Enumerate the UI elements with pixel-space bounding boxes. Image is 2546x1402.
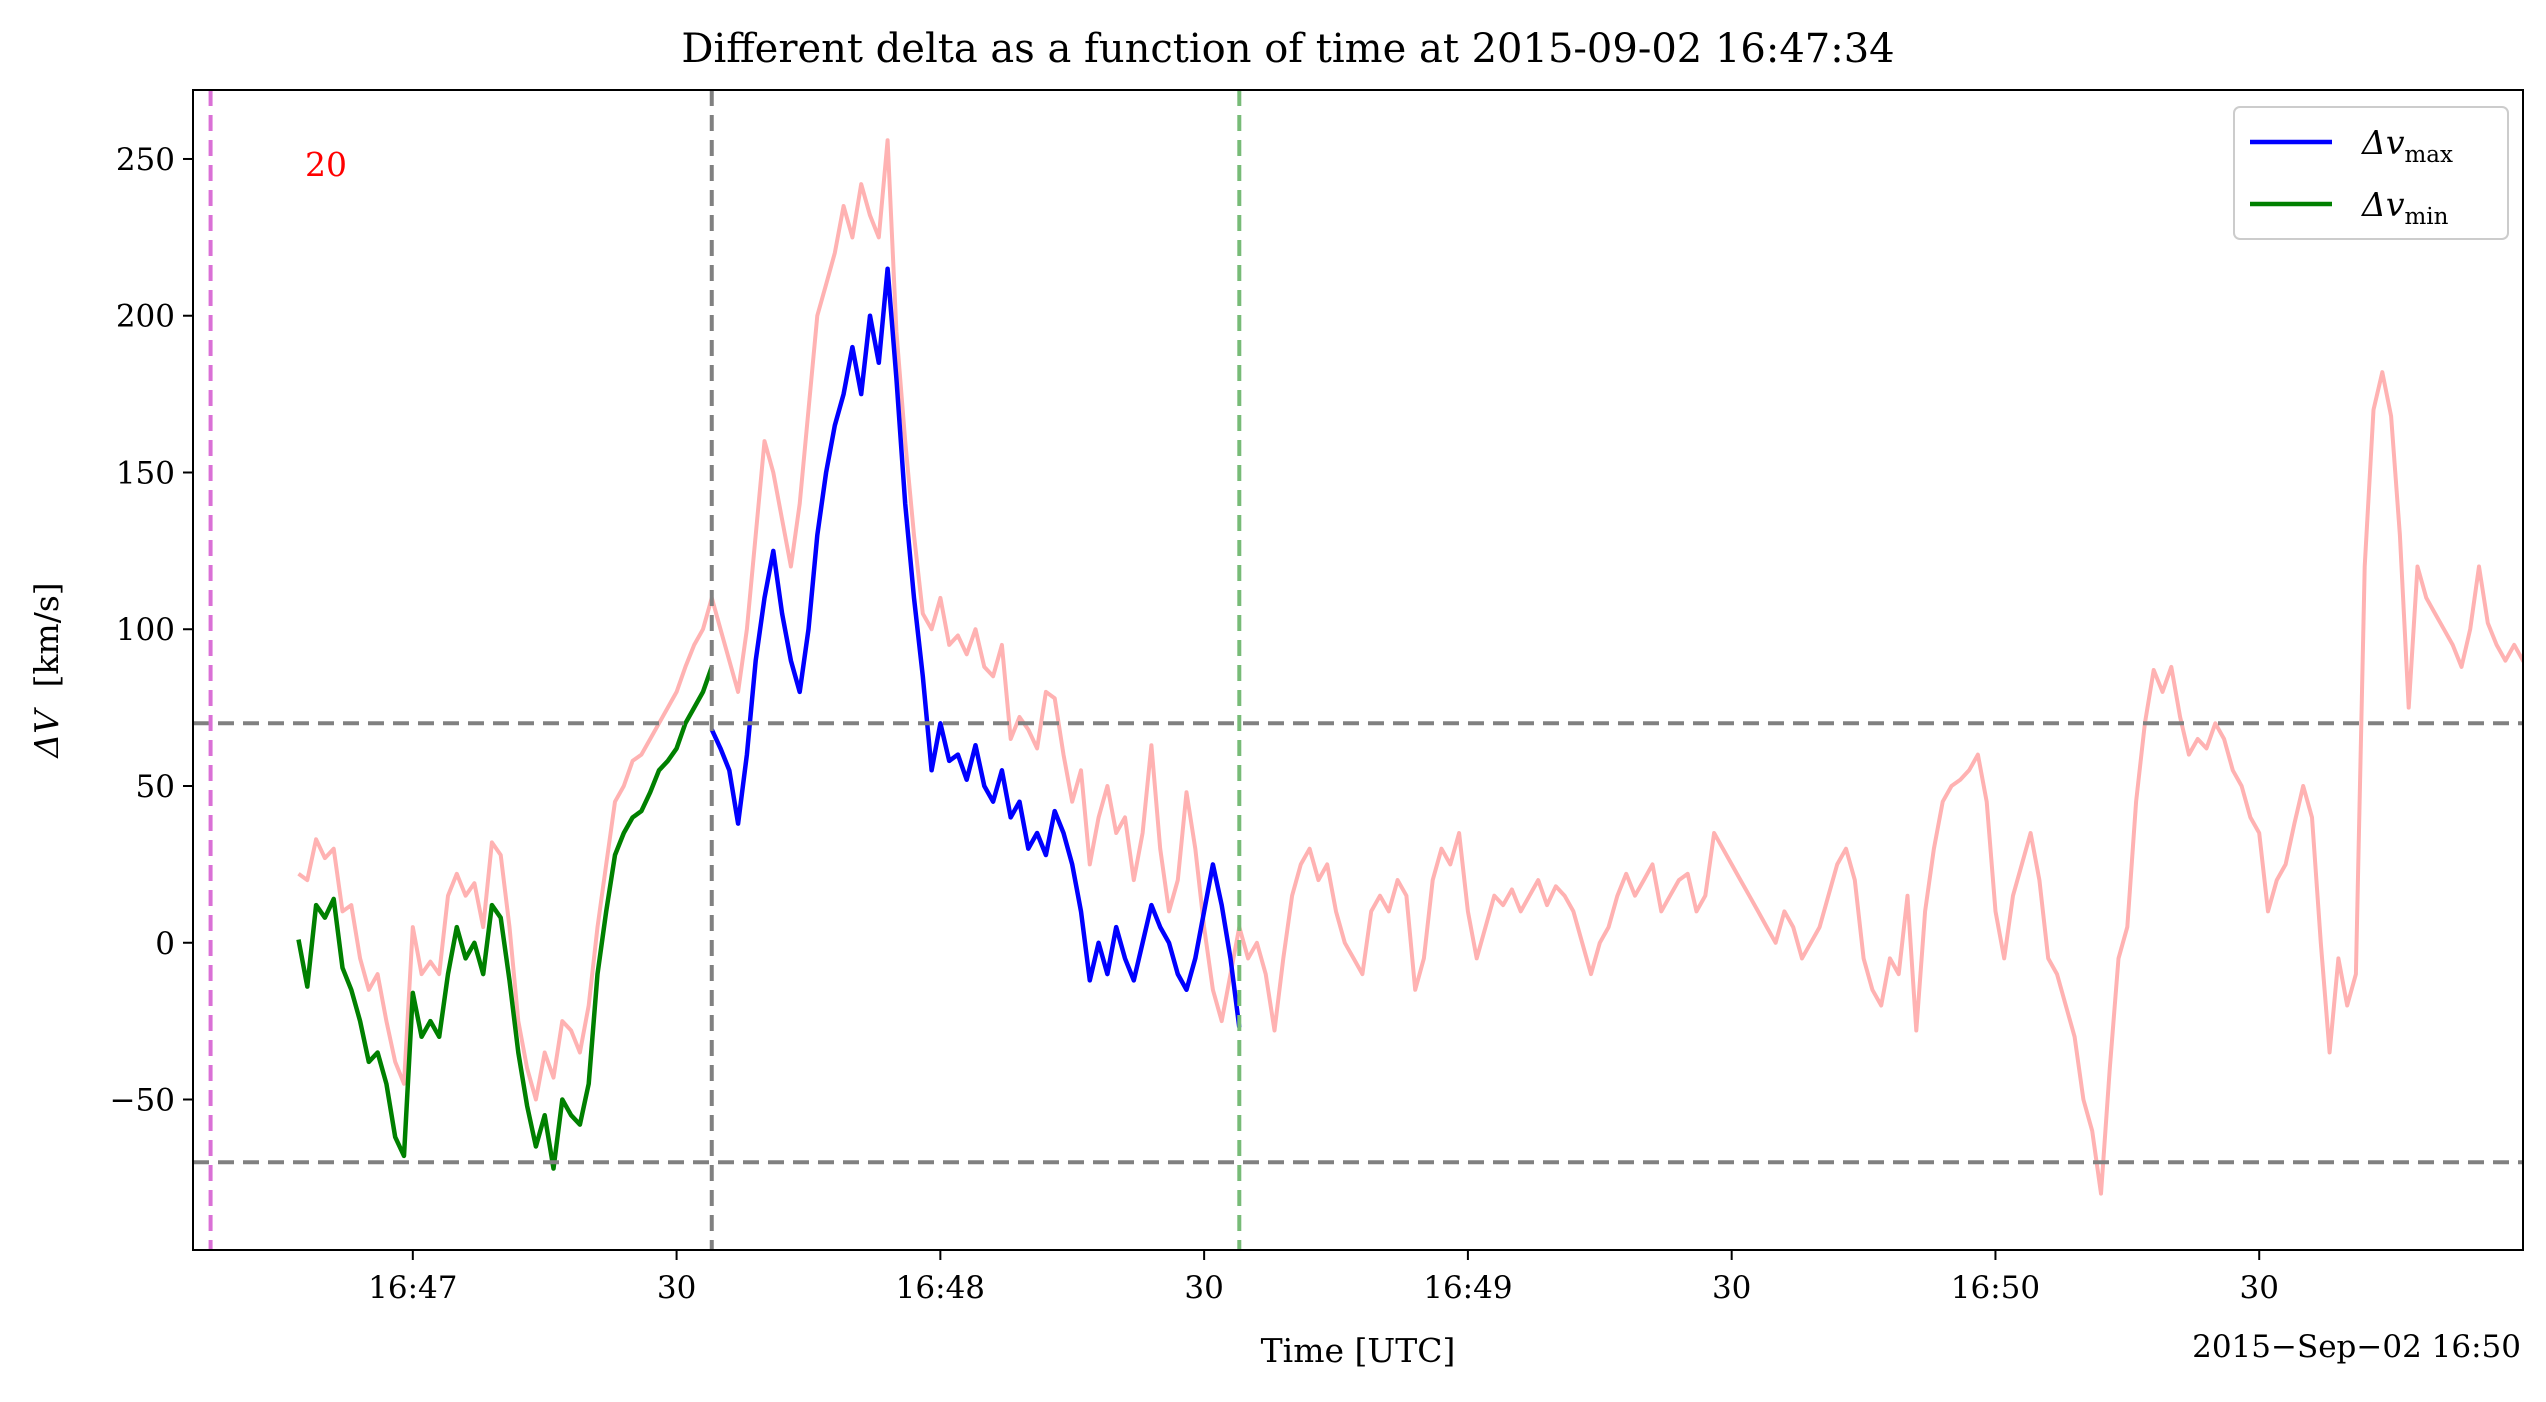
x-tick-label-3: 30 [1184,1270,1223,1306]
y-tick-label-3: 100 [116,612,175,648]
x-tick-label-0: 16:47 [368,1270,457,1306]
x-tick-label-6: 16:50 [1951,1270,2040,1306]
chart-title: Different delta as a function of time at… [681,26,1894,72]
y-tick-label-1: 0 [155,926,175,962]
x-tick-label-1: 30 [657,1270,696,1306]
y-tick-label-2: 50 [136,769,175,805]
chart-annotation: 20 [305,145,347,184]
y-axis-label-symbol: ΔV [27,707,66,760]
y-tick-label-0: −50 [110,1083,175,1119]
x-tick-label-5: 30 [1712,1270,1751,1306]
legend-label-min-base: Δv [2360,185,2405,224]
y-tick-label-6: 250 [116,142,175,178]
x-tick-label-2: 16:48 [896,1270,985,1306]
y-tick-label-5: 200 [116,299,175,335]
legend-label-min-sub: min [2404,204,2448,230]
y-axis-label-unit: [km/s] [27,582,66,687]
legend: Δvmax Δvmin [2234,107,2508,239]
legend-label-max-sub: max [2404,142,2453,168]
x-tick-label-7: 30 [2239,1270,2278,1306]
y-tick-label-4: 150 [116,455,175,491]
x-tick-label-4: 16:49 [1423,1270,1512,1306]
legend-label-max-base: Δv [2360,123,2405,162]
svg-text:ΔV [km/s]: ΔV [km/s] [27,582,66,759]
x-axis-label: Time [UTC] [1261,1331,1456,1370]
x-axis-offset-label: 2015−Sep−02 16:50 [2192,1329,2521,1365]
y-axis-label: ΔV [km/s] [27,582,66,759]
